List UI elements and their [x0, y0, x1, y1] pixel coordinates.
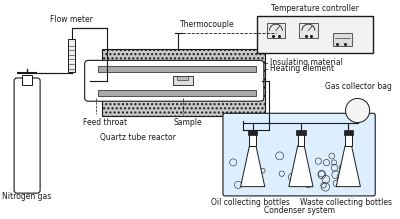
Bar: [102, 49, 265, 116]
Bar: [267, 23, 285, 38]
Bar: [98, 66, 256, 72]
Bar: [173, 76, 193, 85]
Text: Condenser system: Condenser system: [264, 206, 335, 215]
Bar: [248, 130, 257, 135]
Bar: [250, 133, 256, 146]
Polygon shape: [290, 166, 312, 186]
Polygon shape: [241, 146, 265, 187]
Bar: [296, 130, 306, 135]
Text: Thermocouple: Thermocouple: [180, 20, 235, 29]
FancyBboxPatch shape: [85, 60, 264, 101]
Bar: [344, 130, 353, 135]
Polygon shape: [337, 166, 360, 186]
FancyBboxPatch shape: [14, 78, 40, 193]
Bar: [22, 75, 32, 85]
Text: Temperature controller: Temperature controller: [272, 4, 359, 13]
Bar: [334, 33, 352, 46]
Text: Quartz tube reactor: Quartz tube reactor: [100, 133, 176, 142]
Text: Oil collecting bottles: Oil collecting bottles: [211, 198, 290, 207]
Text: Nitrogen gas: Nitrogen gas: [2, 193, 52, 201]
Bar: [299, 23, 318, 38]
Text: Heating element: Heating element: [270, 64, 334, 73]
Polygon shape: [289, 146, 313, 187]
Text: Feed throat: Feed throat: [83, 118, 127, 127]
FancyBboxPatch shape: [223, 113, 375, 196]
Bar: [345, 133, 352, 146]
Circle shape: [346, 98, 370, 123]
Text: Gas collector bag: Gas collector bag: [325, 82, 392, 91]
Text: Insulating material: Insulating material: [270, 58, 343, 67]
Polygon shape: [336, 146, 360, 187]
Bar: [177, 76, 188, 80]
Bar: [298, 133, 304, 146]
Bar: [98, 90, 256, 96]
Polygon shape: [242, 166, 264, 186]
Text: Waste collecting bottles: Waste collecting bottles: [300, 198, 392, 207]
Bar: [257, 16, 373, 53]
Text: Sample: Sample: [174, 118, 202, 127]
Bar: [68, 39, 75, 72]
Text: Flow meter: Flow meter: [50, 15, 93, 24]
